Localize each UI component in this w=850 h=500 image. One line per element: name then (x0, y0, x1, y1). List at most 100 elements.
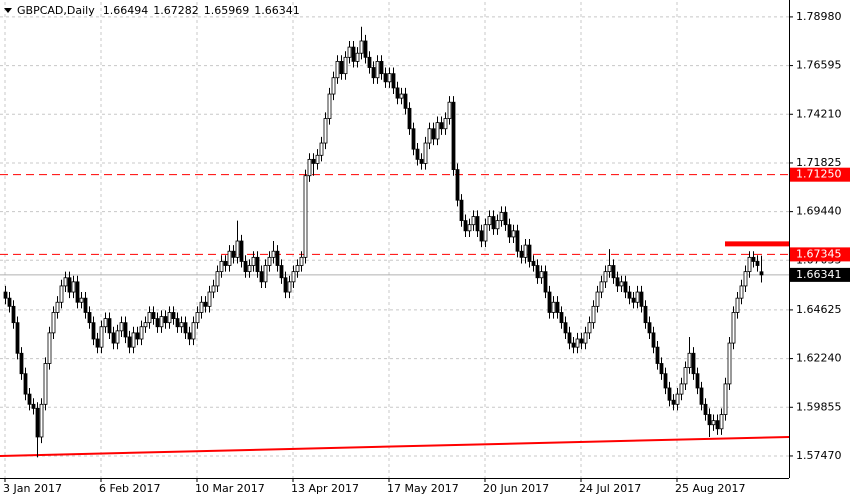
candle-body (343, 56, 348, 75)
candle-body (227, 250, 232, 266)
candle-body (531, 261, 536, 266)
candle-body (35, 407, 40, 438)
candle-body (159, 316, 164, 328)
candle-body (499, 212, 504, 222)
candle-body (187, 332, 192, 340)
candle-body (155, 318, 160, 328)
candle-body (751, 256, 756, 262)
candle-body (523, 244, 528, 258)
candle-body (347, 46, 352, 58)
candle-body (471, 216, 476, 226)
candle-body (515, 230, 520, 252)
candle-body (455, 169, 460, 201)
candle-body (279, 265, 284, 279)
candle-body (135, 332, 140, 340)
candle-body (551, 301, 556, 313)
candle-body (307, 158, 312, 177)
level-tag (790, 167, 850, 182)
level-label: 1.67345 (796, 247, 842, 260)
candle-body (95, 338, 100, 348)
candle-body (703, 403, 708, 415)
candle-body (59, 285, 64, 303)
candle-body (587, 322, 592, 334)
candle-body (511, 230, 516, 238)
candle-body (503, 212, 508, 226)
candle-body (63, 277, 68, 287)
candle-body (23, 373, 28, 395)
price-tag (790, 267, 850, 282)
candle-body (115, 330, 120, 344)
candle-body (651, 332, 656, 348)
y-tick-label: 1.71825 (796, 156, 842, 169)
candle-body (327, 93, 332, 119)
candle-body (647, 322, 652, 334)
candle-body (163, 316, 168, 324)
candle-body (495, 220, 500, 230)
menu-arrow (4, 8, 12, 13)
candle-body (175, 318, 180, 328)
y-tick-label: 1.59855 (796, 400, 842, 413)
candle-body (547, 291, 552, 313)
trendline (0, 435, 790, 457)
candle-body (167, 312, 172, 324)
candle-body (111, 332, 116, 344)
y-tick-label: 1.57470 (796, 449, 842, 462)
candle-body (311, 158, 316, 164)
candle-body (711, 420, 716, 426)
candle-body (423, 142, 428, 164)
y-tick-label: 1.74210 (796, 107, 842, 120)
candle-body (543, 271, 548, 293)
x-tick-label: 24 Jul 2017 (579, 482, 641, 495)
candle-body (467, 224, 472, 232)
candle-body (567, 332, 572, 344)
candle-body (707, 414, 712, 426)
level-tag (790, 247, 850, 262)
candle-body (415, 148, 420, 160)
candle-body (387, 73, 392, 83)
candle-body (251, 256, 256, 266)
candle-body (247, 265, 252, 273)
candle-body (283, 277, 288, 293)
y-tick-label: 1.76595 (796, 59, 842, 72)
y-tick-label: 1.69440 (796, 205, 842, 218)
candle-body (435, 122, 440, 140)
candle-body (383, 73, 388, 83)
candle-body (399, 93, 404, 99)
candle-body (143, 322, 148, 328)
candle-body (71, 281, 76, 293)
candle-body (131, 332, 136, 348)
candle-body (219, 261, 224, 273)
candle-body (263, 265, 268, 283)
candle-body (7, 297, 12, 307)
symbol: GBPCAD,Daily (17, 4, 95, 17)
candle-body (47, 332, 52, 364)
candle-body (419, 158, 424, 164)
candle-body (119, 322, 124, 332)
candle-body (563, 322, 568, 334)
candle-body (719, 414, 724, 430)
candle-body (595, 291, 600, 307)
candle-body (355, 52, 360, 62)
candle-body (747, 256, 752, 273)
candle-body (459, 199, 464, 222)
candle-body (379, 60, 384, 75)
level-label: 1.71250 (796, 168, 842, 181)
candle-body (527, 244, 532, 262)
candle-body (211, 285, 216, 293)
candle-body (727, 342, 732, 385)
candle-body (323, 118, 328, 144)
candle-body (427, 128, 432, 144)
candle-body (695, 373, 700, 389)
candle-body (87, 312, 92, 324)
candle-body (367, 56, 372, 68)
candle-body (607, 265, 612, 273)
candle-body (259, 271, 264, 283)
candle-body (743, 271, 748, 287)
lines (0, 174, 790, 457)
candle-body (335, 60, 340, 79)
candle-body (15, 322, 20, 354)
candle-body (11, 305, 16, 324)
candle-body (223, 261, 228, 266)
candle-body (631, 297, 636, 303)
candle-body (759, 271, 764, 276)
